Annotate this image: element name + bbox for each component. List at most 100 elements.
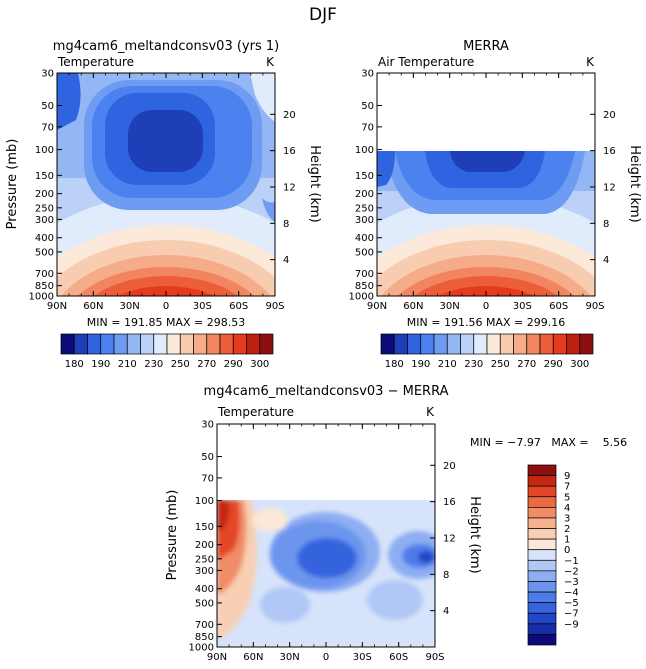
panel-title: MERRA: [463, 39, 509, 54]
pressure-tick-label: 150: [355, 171, 374, 182]
colorbar-swatch: [473, 333, 488, 355]
colorbar-label: 0: [564, 545, 570, 556]
colorbar-swatch: [526, 333, 541, 355]
colorbar-swatch: [486, 333, 501, 355]
colorbar-swatch: [527, 496, 557, 508]
colorbar-swatch: [527, 612, 557, 625]
height-tick-label: 20: [603, 110, 616, 121]
y2-axis-label: Height (km): [627, 145, 642, 222]
panel-left-label: Air Temperature: [378, 55, 474, 69]
colorbar-swatch: [246, 333, 261, 355]
pressure-tick-label: 50: [201, 452, 214, 463]
colorbar-label: −5: [564, 598, 579, 609]
pressure-tick-label: 850: [195, 632, 214, 643]
colorbar-label: 190: [91, 359, 110, 370]
colorbar-label: 9: [564, 471, 570, 482]
colorbar-swatch: [527, 485, 557, 498]
colorbar-swatch: [513, 333, 528, 355]
colorbar-label: 290: [224, 359, 243, 370]
colorbar-swatch: [126, 333, 141, 355]
colorbar-swatch: [539, 333, 554, 355]
height-tick-label: 12: [283, 182, 296, 193]
pressure-tick-label: 250: [35, 203, 54, 214]
pressure-tick-label: 250: [355, 203, 374, 214]
colorbar-label: 7: [564, 482, 570, 493]
x-tick-label: 0: [323, 652, 329, 663]
colorbar-label: −9: [564, 619, 579, 630]
y-axis-label: Pressure (mb): [165, 490, 180, 581]
x-tick-label: 0: [163, 301, 169, 312]
pressure-tick-label: 150: [195, 522, 214, 533]
pressure-tick-label: 50: [41, 101, 54, 112]
colorbar-swatch: [527, 464, 557, 476]
colorbar-label: 190: [411, 359, 430, 370]
min-max-stats: MIN = 191.85 MAX = 298.53: [87, 316, 245, 329]
x-tick-label: 30S: [193, 301, 212, 312]
colorbar-swatch: [527, 559, 557, 572]
panel-difference: mg4cam6_meltandconsv03 − MERRA Temperatu…: [165, 384, 627, 663]
colorbar-swatch: [153, 333, 168, 355]
colorbar-swatch: [420, 333, 435, 355]
height-axis-ticks: 4 8 12 16 20: [590, 110, 616, 266]
colorbar-swatch: [232, 333, 247, 355]
colorbar-swatch: [87, 333, 102, 355]
y2-axis-label: Height (km): [307, 145, 322, 222]
colorbar-swatch: [579, 333, 594, 355]
pressure-tick-label: 70: [201, 473, 214, 484]
colorbar-swatch: [552, 333, 567, 355]
pressure-tick-label: 200: [355, 189, 374, 200]
colorbar-label: 180: [385, 359, 404, 370]
height-tick-label: 8: [603, 219, 609, 230]
pressure-tick-label: 200: [195, 540, 214, 551]
colorbar-label: 270: [197, 359, 216, 370]
pressure-tick-label: 30: [41, 69, 54, 80]
colorbar-label: 2: [564, 524, 570, 535]
colorbar-swatch: [527, 528, 557, 540]
colorbar-swatch: [527, 475, 557, 487]
pressure-tick-label: 1000: [189, 643, 214, 654]
colorbar-swatch: [73, 333, 88, 355]
x-tick-label: 0: [483, 301, 489, 312]
min-max-stats: MIN = 191.56 MAX = 299.16: [407, 316, 565, 329]
pressure-tick-label: 100: [355, 145, 374, 156]
pressure-tick-label: 1000: [29, 292, 54, 303]
panel-left-label: Temperature: [57, 55, 134, 69]
colorbar-swatch: [100, 333, 115, 355]
x-tick-label: 60N: [83, 301, 103, 312]
pressure-tick-label: 30: [201, 420, 214, 431]
y2-axis-label: Height (km): [467, 496, 482, 573]
pressure-tick-label: 150: [35, 171, 54, 182]
colorbar-label: 210: [438, 359, 457, 370]
contour-field: [217, 424, 435, 647]
colorbar-swatch: [527, 517, 557, 529]
colorbar-swatch: [527, 549, 557, 561]
colorbar-label: 290: [544, 359, 563, 370]
colorbar-swatch: [60, 333, 75, 355]
pressure-tick-label: 850: [35, 281, 54, 292]
pressure-tick-label: 70: [361, 122, 374, 133]
height-tick-label: 4: [443, 606, 449, 617]
contour-field: [57, 73, 275, 296]
panel-model-temperature: mg4cam6_meltandconsv03 (yrs 1) Temperatu…: [5, 39, 322, 329]
pressure-tick-label: 500: [355, 247, 374, 258]
pressure-tick-label: 400: [195, 584, 214, 595]
colorbar-swatch: [566, 333, 581, 355]
x-tick-label: 60N: [243, 652, 263, 663]
colorbar-label: −7: [564, 609, 579, 620]
x-tick-label: 30N: [280, 652, 300, 663]
colorbar-swatch: [446, 333, 461, 355]
pressure-tick-label: 300: [195, 566, 214, 577]
pressure-tick-label: 200: [35, 189, 54, 200]
y-axis-label: Pressure (mb): [5, 139, 20, 230]
colorbar-swatch: [407, 333, 422, 355]
pressure-tick-label: 50: [361, 101, 374, 112]
colorbar-swatch: [527, 602, 557, 614]
pressure-tick-label: 400: [35, 233, 54, 244]
colorbar-swatch: [460, 333, 475, 355]
height-tick-label: 12: [603, 182, 616, 193]
colorbar-swatch: [527, 634, 557, 646]
colorbar-label: 210: [118, 359, 137, 370]
pressure-tick-label: 850: [355, 281, 374, 292]
colorbar-label: 230: [464, 359, 483, 370]
